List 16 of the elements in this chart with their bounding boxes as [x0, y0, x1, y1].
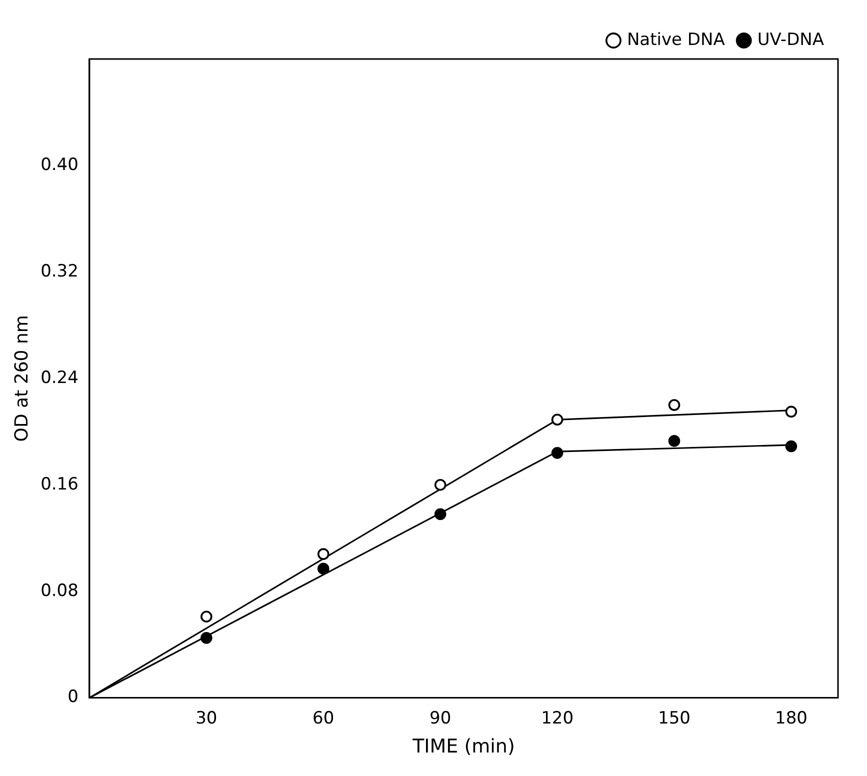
x-tick-label: 120 [541, 708, 574, 728]
x-tick-label: 60 [312, 708, 334, 728]
x-tick-label: 180 [774, 708, 808, 728]
legend-label: UV-DNA [757, 30, 824, 50]
x-axis-title: TIME (min) [412, 736, 515, 758]
y-axis-title: OD at 260 nm [11, 315, 32, 442]
x-tick-label: 30 [196, 708, 218, 728]
y-tick-label: 0.40 [40, 154, 78, 175]
x-tick-label: 150 [658, 708, 690, 728]
y-tick-label: 0.16 [40, 474, 78, 494]
y-tick-label: 0.32 [40, 261, 78, 282]
y-tick-label: 0.08 [40, 580, 78, 601]
y-tick-label: 0 [68, 687, 78, 708]
x-tick-label: 90 [430, 708, 452, 728]
legend-label: Native DNA [626, 30, 726, 50]
y-tick-label: 0.24 [40, 368, 78, 388]
